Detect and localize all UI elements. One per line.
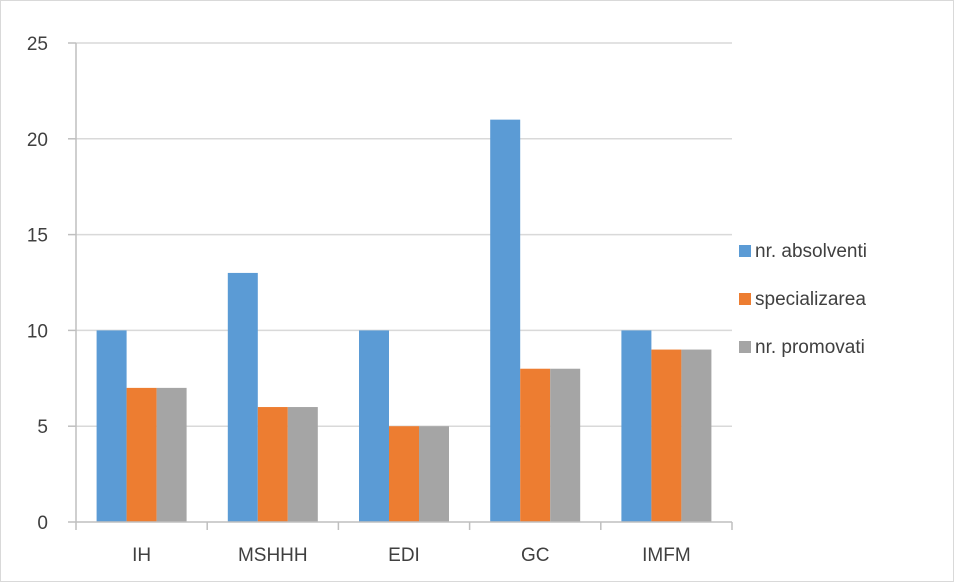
y-tick-label: 10: [27, 321, 48, 342]
bar-specializarea-edi: [389, 426, 419, 522]
bar-specializarea-ih: [127, 388, 157, 522]
legend-label: nr. absolventi: [755, 241, 867, 262]
bars: [97, 120, 712, 522]
x-tick-labels: IH MSHHH EDI GC IMFM: [132, 545, 691, 566]
legend-swatch: [739, 293, 751, 305]
legend-item: specializarea: [739, 289, 866, 310]
bar-specializarea-gc: [520, 369, 550, 522]
x-tick-label: GC: [521, 545, 550, 566]
bar-nr-absolventi-ih: [97, 330, 127, 522]
bar-nr-absolventi-gc: [490, 120, 520, 522]
x-tick-label: MSHHH: [238, 545, 308, 566]
bar-nr-absolventi-edi: [359, 330, 389, 522]
legend: nr. absolventi specializarea nr. promovati: [739, 241, 867, 358]
x-tick-label: IMFM: [642, 545, 691, 566]
y-tick-label: 5: [37, 417, 48, 438]
legend-swatch: [739, 341, 751, 353]
x-tick-label: IH: [132, 545, 151, 566]
legend-label: specializarea: [755, 289, 866, 310]
legend-swatch: [739, 245, 751, 257]
bar-nr-promovati-gc: [550, 369, 580, 522]
bar-nr-absolventi-imfm: [621, 330, 651, 522]
bar-nr-absolventi-mshhh: [228, 273, 258, 522]
legend-item: nr. promovati: [739, 337, 865, 358]
bar-nr-promovati-mshhh: [288, 407, 318, 522]
bar-nr-promovati-imfm: [681, 350, 711, 522]
bar-specializarea-mshhh: [258, 407, 288, 522]
x-tick-label: EDI: [388, 545, 420, 566]
y-tick-label: 25: [27, 34, 48, 55]
y-tick-labels: 0 5 10 15 20 25: [27, 34, 48, 534]
y-tick-label: 0: [37, 513, 48, 534]
y-tick-label: 20: [27, 130, 48, 151]
bar-specializarea-imfm: [651, 350, 681, 522]
y-tick-label: 15: [27, 226, 48, 247]
legend-item: nr. absolventi: [739, 241, 867, 262]
legend-label: nr. promovati: [755, 337, 865, 358]
bar-nr-promovati-ih: [157, 388, 187, 522]
bar-nr-promovati-edi: [419, 426, 449, 522]
